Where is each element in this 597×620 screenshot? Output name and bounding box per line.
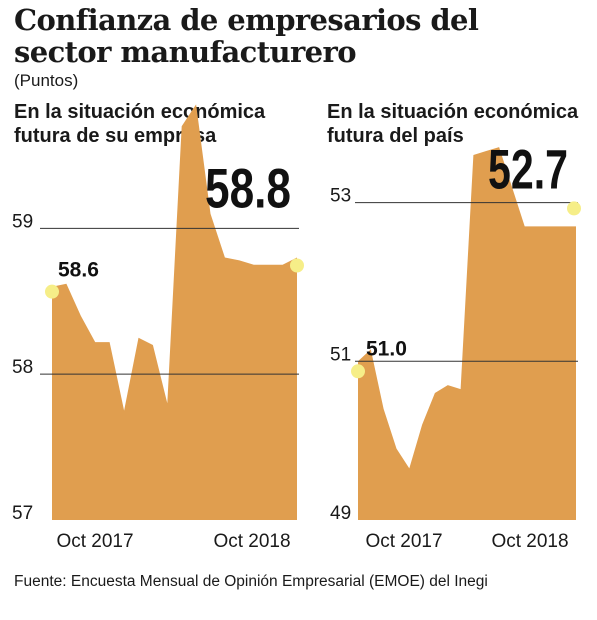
x-tick-label: Oct 2017 <box>56 531 133 552</box>
source-note: Fuente: Encuesta Mensual de Opinión Empr… <box>14 573 488 590</box>
x-tick-label: Oct 2018 <box>491 531 568 552</box>
y-tick-label: 57 <box>12 503 33 524</box>
highlight-dot <box>290 258 304 273</box>
area-series-1 <box>52 104 297 521</box>
highlight-dot <box>567 201 581 216</box>
value-label: 52.7 <box>488 137 568 200</box>
highlight-dot <box>351 364 365 379</box>
y-tick-label: 53 <box>330 186 351 207</box>
highlight-dot <box>45 284 59 299</box>
panel-title-pais: En la situación económica futura del paí… <box>327 101 579 147</box>
value-label: 51.0 <box>366 337 407 360</box>
y-tick-label: 49 <box>330 503 351 524</box>
y-tick-label: 58 <box>12 357 33 378</box>
value-label: 58.6 <box>58 259 99 282</box>
area-series-2 <box>358 147 576 520</box>
y-tick-label: 51 <box>330 344 351 365</box>
y-tick-label: 59 <box>12 211 33 232</box>
x-tick-label: Oct 2018 <box>213 531 290 552</box>
chart-subtitle: (Puntos) <box>14 71 79 90</box>
panel-title-empresa: En la situación económica futura de su e… <box>14 101 266 147</box>
value-label: 58.8 <box>205 157 291 220</box>
chart-title: Confianza de empresarios del sector manu… <box>14 3 479 69</box>
x-tick-label: Oct 2017 <box>365 531 442 552</box>
